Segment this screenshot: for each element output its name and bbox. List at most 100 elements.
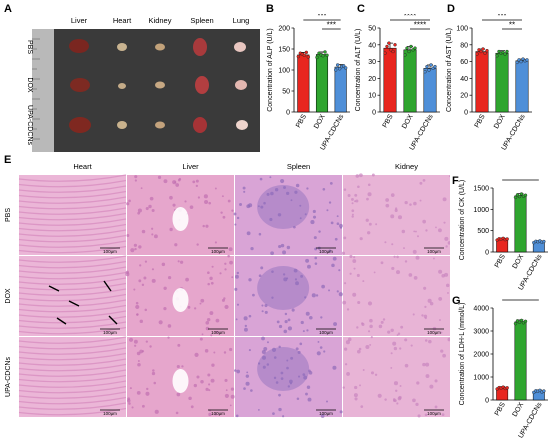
- histology-panel: Heart Liver Spleen Kidney PBS DOX UPA-CDCNs 1…: [5, 162, 450, 418]
- data-point: [523, 319, 528, 324]
- scale-bar-label: 100μm: [103, 330, 117, 335]
- data-point: [479, 49, 483, 54]
- organ-row-pbs: PBS: [26, 40, 33, 54]
- y-axis-label: Concentration of ALP (U/L): [267, 28, 274, 112]
- x-tick-label: DOX: [512, 401, 526, 418]
- y-tick-label: 0: [485, 250, 489, 257]
- x-tick-label: PBS: [382, 113, 395, 129]
- chart-ldh: 0 1000 2000 3000 4000 Concentration of LDH-L …: [459, 296, 548, 440]
- scale-bar-label: 100μm: [427, 330, 441, 335]
- y-tick-label: 20: [460, 93, 468, 100]
- x-tick-label: DOX: [313, 113, 327, 130]
- data-point: [505, 237, 509, 241]
- data-point: [429, 63, 433, 67]
- histo-tile-pbs-heart: 100μm: [18, 174, 127, 255]
- data-point: [513, 321, 518, 326]
- panel-letter-d: D: [447, 3, 455, 15]
- x-tick-label: PBS: [295, 113, 308, 129]
- histo-tile-upa-cdcns-liver: 100μm: [126, 336, 235, 417]
- organ-col-spleen: Spleen: [190, 16, 213, 25]
- bar-dox: [514, 321, 527, 401]
- y-tick-label: 100: [278, 68, 290, 75]
- data-point: [306, 55, 311, 59]
- bar-upa-cdcns: [515, 60, 529, 113]
- histo-col-kidney: Kidney: [395, 162, 418, 171]
- data-point: [321, 54, 325, 58]
- y-tick-label: 1500: [473, 186, 489, 193]
- lesion-arrows: [48, 280, 118, 325]
- bar-dox: [315, 54, 329, 113]
- significance-label: ***: [317, 14, 326, 21]
- organ-col-liver: Liver: [71, 16, 88, 25]
- x-tick-label: PBS: [494, 253, 507, 269]
- data-point: [325, 53, 329, 57]
- data-point: [423, 69, 427, 74]
- x-tick-label: DOX: [512, 253, 526, 270]
- scale-bar-label: 100μm: [103, 411, 117, 416]
- data-point: [409, 44, 413, 49]
- bar-pbs: [297, 54, 310, 113]
- histo-tile-dox-liver: 100μm: [125, 254, 234, 337]
- y-tick-label: 50: [282, 89, 290, 96]
- histo-tile-dox-spleen: 100μm: [234, 256, 343, 336]
- bar-dox: [514, 195, 527, 253]
- significance-label: **: [509, 21, 515, 30]
- data-point: [519, 59, 523, 64]
- x-tick-label: PBS: [494, 401, 507, 417]
- panel-letter-a: A: [4, 3, 12, 15]
- data-point: [525, 58, 529, 62]
- data-point: [513, 195, 518, 200]
- x-tick-label: DOX: [493, 113, 507, 130]
- y-tick-label: 0: [485, 398, 489, 405]
- y-tick-label: 60: [460, 59, 468, 66]
- y-tick-label: 40: [368, 42, 376, 49]
- histo-tile-pbs-liver: 100μm: [126, 175, 234, 255]
- histo-tile-upa-cdcns-heart: 100μm: [18, 336, 127, 417]
- data-point: [413, 46, 417, 50]
- data-point: [335, 63, 340, 67]
- data-point: [407, 49, 411, 54]
- panel-letter-f: F: [452, 175, 459, 187]
- scale-bar-label: 100μm: [319, 330, 333, 335]
- y-tick-label: 3000: [473, 329, 489, 336]
- y-tick-label: 50: [368, 26, 376, 33]
- bar-upa-cdcns: [334, 66, 347, 113]
- y-tick-label: 1000: [473, 207, 489, 214]
- data-point: [503, 52, 507, 56]
- y-tick-label: 40: [460, 76, 468, 83]
- significance-label: ***: [327, 21, 336, 30]
- y-tick-label: 500: [477, 228, 489, 235]
- y-tick-label: 30: [368, 59, 376, 66]
- y-tick-label: 200: [278, 26, 290, 33]
- x-tick-label: PBS: [474, 113, 487, 129]
- y-tick-label: 0: [286, 110, 290, 117]
- data-point: [341, 64, 346, 68]
- panel-letter-g: G: [452, 295, 461, 307]
- data-point: [337, 67, 342, 71]
- organ-row-dox: DOX: [26, 77, 33, 93]
- data-point: [515, 60, 519, 65]
- histo-col-heart: Heart: [73, 162, 92, 171]
- organ-col-kidney: Kidney: [149, 16, 172, 25]
- y-tick-label: 20: [368, 76, 376, 83]
- y-tick-label: 1000: [473, 375, 489, 382]
- data-point: [542, 389, 546, 393]
- significance-label: ***: [497, 14, 506, 21]
- y-axis-label: Concentration of ALT (U/L): [355, 29, 362, 112]
- x-tick-label: DOX: [401, 113, 415, 130]
- histo-tile-upa-cdcns-kidney: 100μm: [342, 336, 450, 418]
- y-tick-label: 4000: [473, 306, 489, 313]
- data-point: [483, 51, 487, 55]
- data-point: [517, 194, 522, 199]
- organ-specimens: [69, 38, 248, 133]
- data-point: [427, 68, 431, 72]
- data-point: [542, 239, 546, 244]
- significance-label: ****: [404, 14, 416, 21]
- y-tick-label: 80: [460, 42, 468, 49]
- y-tick-label: 0: [372, 110, 376, 117]
- data-point: [505, 386, 509, 390]
- bar-pbs: [475, 51, 489, 113]
- scale-bar-label: 100μm: [319, 411, 333, 416]
- data-point: [343, 66, 348, 70]
